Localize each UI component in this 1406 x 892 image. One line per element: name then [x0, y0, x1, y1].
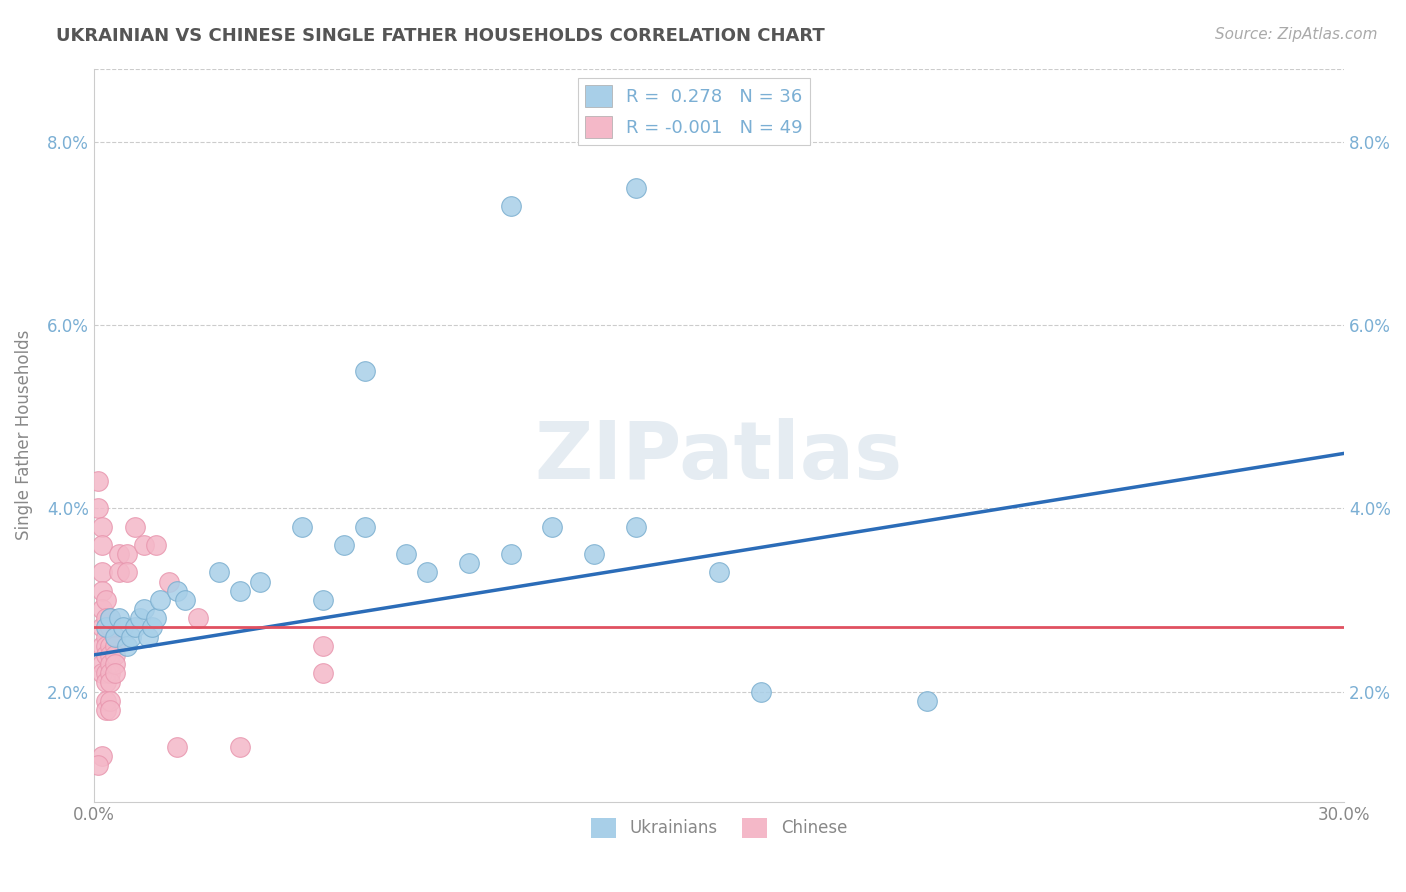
Point: [457, 557, 479, 571]
Point: [111, 620, 134, 634]
Point: [707, 566, 730, 580]
Point: [115, 547, 138, 561]
Point: [145, 538, 167, 552]
Point: [174, 593, 197, 607]
Point: [353, 364, 375, 378]
Point: [582, 547, 605, 561]
Point: [333, 538, 356, 552]
Point: [100, 703, 122, 717]
Point: [120, 630, 142, 644]
Point: [395, 547, 418, 561]
Point: [91, 583, 114, 598]
Point: [353, 519, 375, 533]
Point: [96, 648, 118, 662]
Legend: Ukrainians, Chinese: Ukrainians, Chinese: [585, 811, 853, 845]
Point: [166, 583, 188, 598]
Point: [124, 620, 146, 634]
Point: [100, 648, 122, 662]
Point: [96, 694, 118, 708]
Point: [100, 657, 122, 672]
Point: [87, 758, 110, 772]
Point: [157, 574, 180, 589]
Point: [87, 474, 110, 488]
Point: [107, 547, 129, 561]
Point: [96, 703, 118, 717]
Point: [100, 639, 122, 653]
Point: [312, 639, 335, 653]
Text: Source: ZipAtlas.com: Source: ZipAtlas.com: [1215, 27, 1378, 42]
Point: [149, 593, 172, 607]
Point: [91, 519, 114, 533]
Point: [115, 566, 138, 580]
Point: [91, 639, 114, 653]
Point: [208, 566, 231, 580]
Point: [96, 675, 118, 690]
Point: [96, 620, 118, 634]
Point: [541, 519, 564, 533]
Y-axis label: Single Father Households: Single Father Households: [15, 330, 32, 541]
Point: [115, 639, 138, 653]
Point: [312, 666, 335, 681]
Point: [87, 501, 110, 516]
Point: [141, 620, 163, 634]
Point: [91, 602, 114, 616]
Point: [312, 593, 335, 607]
Point: [100, 611, 122, 625]
Point: [136, 630, 159, 644]
Point: [249, 574, 271, 589]
Point: [104, 666, 127, 681]
Point: [124, 519, 146, 533]
Point: [749, 684, 772, 698]
Point: [107, 566, 129, 580]
Point: [291, 519, 314, 533]
Point: [100, 694, 122, 708]
Point: [100, 675, 122, 690]
Point: [91, 538, 114, 552]
Text: UKRAINIAN VS CHINESE SINGLE FATHER HOUSEHOLDS CORRELATION CHART: UKRAINIAN VS CHINESE SINGLE FATHER HOUSE…: [56, 27, 825, 45]
Point: [499, 547, 522, 561]
Point: [132, 602, 155, 616]
Point: [228, 739, 250, 754]
Point: [917, 694, 939, 708]
Point: [96, 630, 118, 644]
Point: [96, 611, 118, 625]
Text: ZIPatlas: ZIPatlas: [534, 418, 903, 496]
Point: [145, 611, 167, 625]
Point: [96, 666, 118, 681]
Point: [499, 199, 522, 213]
Point: [187, 611, 209, 625]
Point: [104, 630, 127, 644]
Point: [166, 739, 188, 754]
Point: [91, 657, 114, 672]
Point: [91, 620, 114, 634]
Point: [624, 519, 647, 533]
Point: [100, 611, 122, 625]
Point: [100, 620, 122, 634]
Point: [107, 611, 129, 625]
Point: [91, 748, 114, 763]
Point: [96, 593, 118, 607]
Point: [100, 666, 122, 681]
Point: [132, 538, 155, 552]
Point: [624, 180, 647, 194]
Point: [91, 566, 114, 580]
Point: [104, 630, 127, 644]
Point: [104, 657, 127, 672]
Point: [416, 566, 439, 580]
Point: [104, 639, 127, 653]
Point: [96, 639, 118, 653]
Point: [228, 583, 250, 598]
Point: [104, 648, 127, 662]
Point: [128, 611, 150, 625]
Point: [91, 666, 114, 681]
